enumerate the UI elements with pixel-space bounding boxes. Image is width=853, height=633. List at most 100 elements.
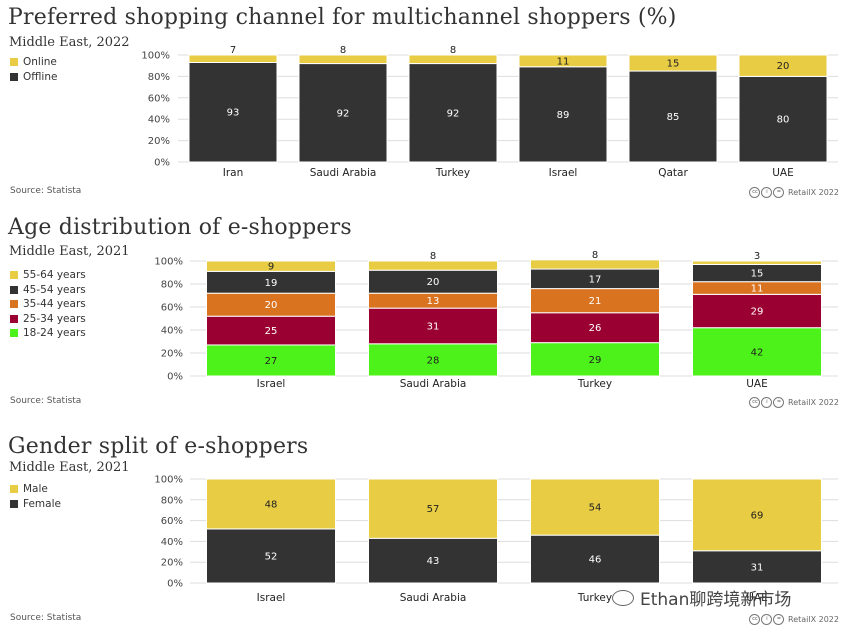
data-label: 19 [265, 278, 278, 289]
bar-segment [530, 288, 660, 314]
bar-segment [518, 66, 608, 163]
bar-segment [518, 54, 608, 68]
source-note: Source: Statista [10, 396, 82, 406]
watermark-text: Ethan聊跨境新市场 [640, 590, 792, 610]
legend-item-35-44: 35-44 years [10, 297, 86, 312]
data-label: 80 [777, 115, 790, 126]
y-tick-label: 20% [161, 349, 183, 360]
chart-title: Age distribution of e-shoppers [8, 215, 352, 240]
data-label: 8 [450, 45, 456, 56]
data-label: 11 [557, 56, 570, 67]
data-label: 42 [751, 347, 764, 358]
stacked-bar-chart-channel: 0% 20% 40% 60% 80% 100% 93 7 Iran 92 8 Saudi Arabia… [141, 45, 838, 179]
credit-note: cc i = RetailX 2022 [749, 187, 839, 198]
bar-segment [206, 344, 336, 377]
data-label: 27 [265, 356, 278, 367]
data-label: 15 [751, 269, 764, 280]
y-tick-label: 60% [148, 93, 170, 104]
category-label: UAE [746, 378, 768, 390]
bar-segment [188, 54, 278, 63]
legend-item-45-54: 45-54 years [10, 283, 86, 298]
data-label: 46 [589, 555, 602, 566]
data-label: 57 [427, 504, 440, 515]
category-label: UAE [772, 167, 794, 179]
y-tick-label: 100% [154, 475, 183, 486]
bar-segment [298, 54, 388, 65]
data-label: 52 [265, 551, 278, 562]
y-tick-label: 60% [161, 303, 183, 314]
y-tick-label: 40% [161, 326, 183, 337]
chart-subtitle: Middle East, 2022 [9, 35, 130, 50]
bar-segment [692, 327, 822, 377]
chart-panel-channel: Preferred shopping channel for multichan… [0, 0, 853, 205]
y-tick-label: 0% [167, 579, 183, 590]
y-tick-label: 80% [161, 495, 183, 506]
category-label: UAE [746, 592, 768, 604]
bar-segment [206, 528, 336, 584]
data-label: 31 [751, 562, 764, 573]
data-label: 21 [589, 296, 602, 307]
by-icon: i [761, 187, 773, 198]
bar-segment [368, 478, 498, 539]
bar-segment [628, 54, 718, 72]
y-tick-label: 80% [161, 280, 183, 291]
category-label: Turkey [435, 167, 470, 179]
stacked-bar-chart-gender: 0% 20% 40% 60% 80% 100% 52 48 Israel 43 57 Saudi Ar… [154, 475, 838, 604]
stacked-bar-chart-age: 0% 20% 40% 60% 80% 100% 27 25 20 19 9 Israel 28 31 13 2… [154, 250, 838, 390]
data-label: 17 [589, 274, 602, 285]
data-label: 43 [427, 556, 440, 567]
data-label: 13 [427, 296, 440, 307]
category-label: Turkey [577, 592, 612, 604]
data-label: 29 [589, 355, 602, 366]
wechat-icon [612, 589, 634, 606]
data-label: 11 [751, 284, 764, 295]
bar-segment [692, 478, 822, 552]
data-label: 93 [227, 108, 240, 119]
nd-icon: = [773, 397, 785, 408]
bar-segment [530, 259, 660, 270]
chart-subtitle: Middle East, 2021 [9, 460, 130, 475]
bar-segment [530, 342, 660, 377]
data-label: 8 [430, 251, 436, 262]
bar-segment [628, 70, 718, 163]
y-tick-label: 60% [161, 516, 183, 527]
data-label: 31 [427, 321, 440, 332]
bar-segment [408, 63, 498, 163]
y-tick-label: 0% [154, 158, 170, 169]
cc-icon: cc [749, 614, 761, 625]
data-label: 92 [447, 108, 460, 119]
data-label: 85 [667, 112, 680, 123]
cc-icon: cc [749, 397, 761, 408]
bar-segment [206, 478, 336, 530]
bar-segment [206, 315, 336, 346]
category-label: Saudi Arabia [400, 592, 467, 604]
data-label: 48 [265, 499, 278, 510]
legend-item-25-34: 25-34 years [10, 312, 86, 327]
data-label: 92 [337, 108, 350, 119]
data-label: 3 [754, 251, 760, 262]
category-label: Israel [257, 378, 286, 390]
source-note: Source: Statista [10, 186, 82, 196]
bar-segment [530, 534, 660, 584]
category-label: Saudi Arabia [310, 167, 377, 179]
category-label: Qatar [658, 167, 688, 179]
chart-title: Preferred shopping channel for multichan… [8, 5, 677, 30]
legend-item-55-64: 55-64 years [10, 268, 86, 283]
chart-title: Gender split of e-shoppers [8, 434, 309, 459]
data-label: 8 [340, 45, 346, 56]
bar-segment [530, 312, 660, 344]
data-label: 29 [751, 307, 764, 318]
credit-note: cc i = RetailX 2022 [749, 614, 839, 625]
chart-panel-age: Age distribution of e-shoppers Middle Ea… [0, 210, 853, 415]
chart-legend: 55-64 years 45-54 years 35-44 years 25-3… [10, 268, 86, 341]
data-label: 7 [230, 45, 236, 56]
chart-legend: Male Female [10, 482, 61, 511]
data-label: 20 [427, 277, 440, 288]
data-label: 69 [751, 510, 764, 521]
category-label: Saudi Arabia [400, 378, 467, 390]
y-tick-label: 20% [148, 136, 170, 147]
category-label: Turkey [577, 378, 612, 390]
credit-note: cc i = RetailX 2022 [749, 397, 839, 408]
legend-item-offline: Offline [10, 70, 57, 85]
y-tick-label: 80% [148, 72, 170, 83]
